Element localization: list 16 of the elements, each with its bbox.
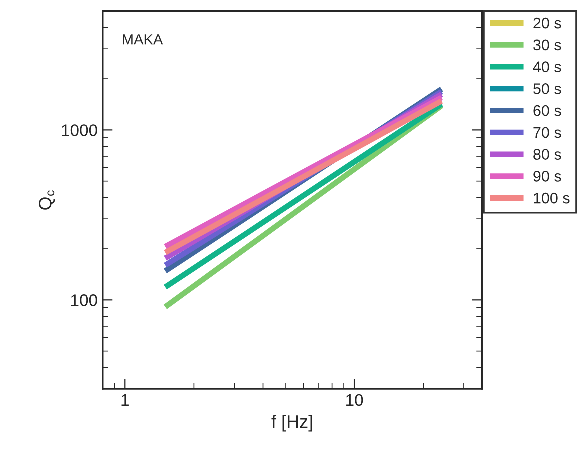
x-tick-label: 1 (122, 394, 129, 406)
legend-label: 50 s (534, 84, 562, 94)
x-tick-label: 10 (346, 394, 364, 406)
legend-label: 100 s (534, 192, 570, 204)
legend-label: 70 s (534, 127, 562, 138)
x-axis-title: f [Hz] (272, 414, 312, 432)
y-axis-title: Q$_{c}$ (39, 190, 56, 210)
y-tick-label: 100 (72, 294, 98, 306)
legend-label: 80 s (534, 149, 562, 160)
legend-label: 60 s (534, 105, 562, 116)
legend-label: 90 s (534, 171, 562, 182)
legend-label: 40 s (533, 62, 562, 72)
legend-label: 20 s (534, 18, 562, 29)
y-tick-label: 1000 (62, 124, 98, 136)
legend-label: 30 s (534, 40, 562, 51)
annotation: MAKA (123, 34, 164, 45)
